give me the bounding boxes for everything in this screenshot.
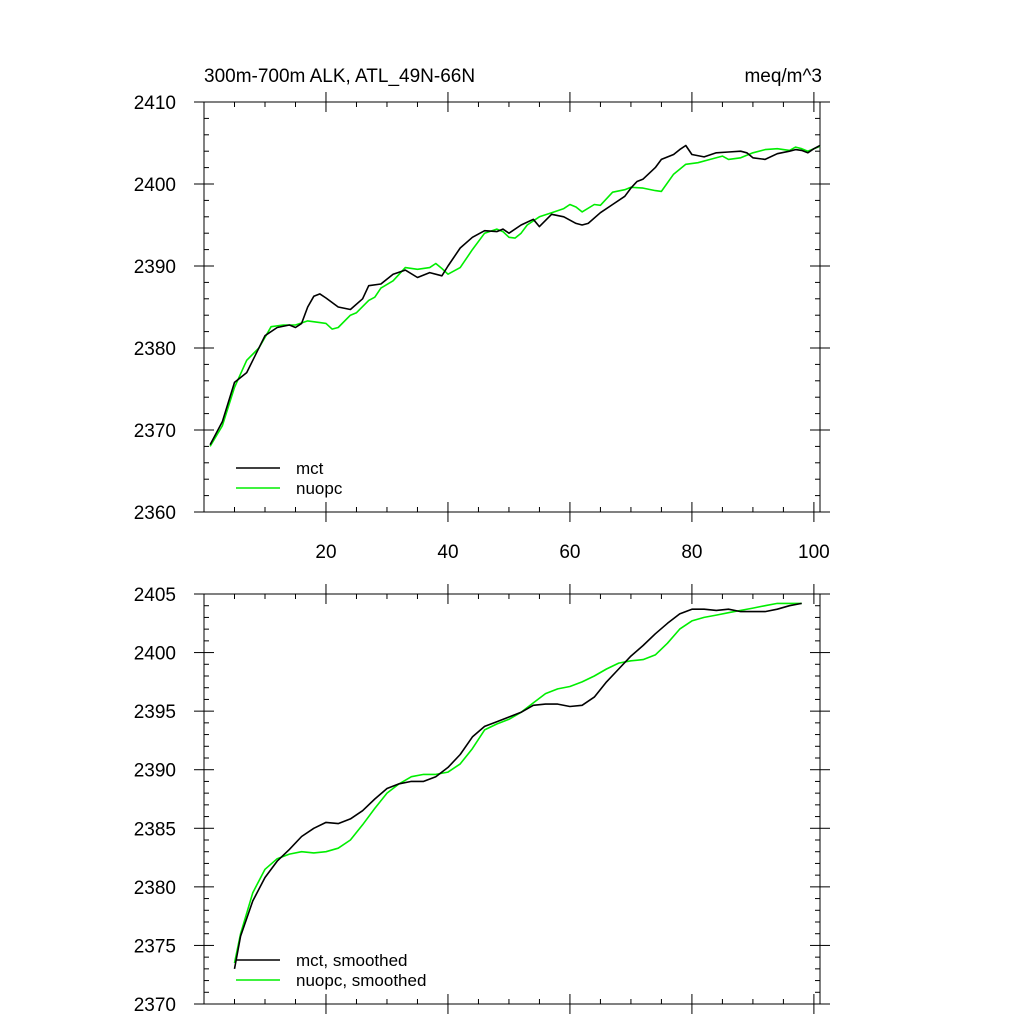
bottom-legend-label: mct, smoothed bbox=[296, 951, 408, 970]
top-y-tick-label: 2400 bbox=[134, 175, 176, 196]
top-legend-label: mct bbox=[296, 459, 324, 478]
bottom-y-tick-label: 2385 bbox=[134, 819, 176, 840]
bottom-y-tick-label: 2380 bbox=[134, 878, 176, 899]
top-series-line-mct bbox=[209, 144, 821, 446]
bottom-y-tick-label: 2375 bbox=[134, 936, 176, 957]
top-x-tick-label: 20 bbox=[315, 542, 336, 563]
top-x-tick-label: 100 bbox=[798, 542, 830, 563]
top-x-tick-label: 40 bbox=[437, 542, 458, 563]
top-legend-label: nuopc bbox=[296, 479, 343, 498]
top-x-tick-label: 60 bbox=[559, 542, 580, 563]
bottom-y-tick-label: 2400 bbox=[134, 644, 176, 665]
top-panel: 20 40 60 80 100 2360 2370 2380 2390 2400 2410 mctnu… bbox=[134, 92, 830, 563]
top-y-tick-label: 2390 bbox=[134, 257, 176, 278]
top-y-tick-label: 2370 bbox=[134, 421, 176, 442]
bottom-y-tick-label: 2395 bbox=[134, 702, 176, 723]
chart-units-label: meq/m^3 bbox=[744, 66, 822, 87]
top-y-tick-label: 2410 bbox=[134, 93, 176, 114]
bottom-series-line-mct-smoothed bbox=[233, 602, 802, 970]
bottom-panel: 2370 2375 2380 2385 2390 2395 2400 2405 mct, smo… bbox=[134, 584, 830, 1016]
bottom-y-tick-label: 2370 bbox=[134, 995, 176, 1016]
chart-title-left: 300m-700m ALK, ATL_49N-66N bbox=[204, 66, 475, 87]
bottom-plot-frame bbox=[203, 593, 821, 1005]
bottom-y-tick-label: 2390 bbox=[134, 761, 176, 782]
top-x-tick-label: 80 bbox=[681, 542, 702, 563]
top-plot-frame bbox=[203, 101, 821, 513]
bottom-legend-label: nuopc, smoothed bbox=[296, 971, 426, 990]
top-y-tick-label: 2360 bbox=[134, 503, 176, 524]
top-series-line-nuopc bbox=[209, 145, 821, 447]
top-y-tick-label: 2380 bbox=[134, 339, 176, 360]
bottom-series-line-nuopc-smoothed bbox=[233, 602, 802, 964]
bottom-y-tick-label: 2405 bbox=[134, 585, 176, 606]
